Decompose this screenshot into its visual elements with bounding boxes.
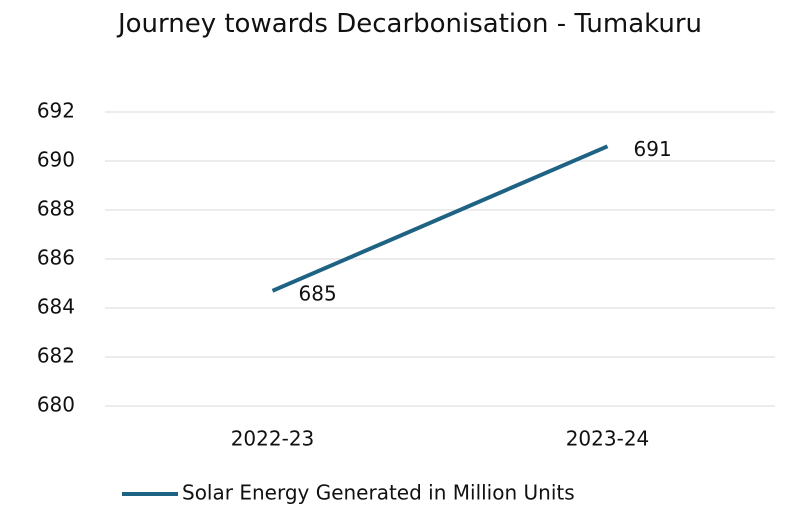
line-series [271,144,609,293]
x-tick-label: 2022-23 [231,427,315,451]
y-tick-label: 682 [37,344,75,368]
y-tick-label: 692 [37,99,75,123]
x-tick-label: 2023-24 [566,427,650,451]
y-tick-label: 686 [37,246,75,270]
y-tick-label: 688 [37,197,75,221]
y-tick-label: 680 [37,393,75,417]
data-label: 691 [634,137,672,161]
legend-label: Solar Energy Generated in Million Units [182,481,575,505]
y-tick-label: 690 [37,148,75,172]
y-tick-label: 684 [37,295,75,319]
data-label: 685 [299,281,337,305]
chart-title: Journey towards Decarbonisation - Tumaku… [117,9,703,39]
